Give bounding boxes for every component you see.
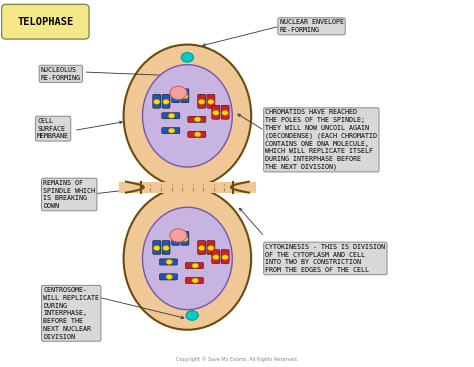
Circle shape [168, 128, 175, 133]
Ellipse shape [124, 187, 251, 330]
Ellipse shape [124, 44, 251, 187]
FancyBboxPatch shape [198, 240, 206, 254]
FancyBboxPatch shape [172, 89, 180, 103]
Circle shape [166, 275, 173, 279]
Circle shape [186, 311, 198, 320]
FancyBboxPatch shape [1, 4, 89, 39]
FancyBboxPatch shape [221, 105, 229, 119]
FancyBboxPatch shape [162, 240, 170, 254]
FancyBboxPatch shape [153, 240, 161, 254]
Circle shape [182, 236, 188, 241]
Circle shape [182, 94, 188, 99]
Circle shape [192, 263, 199, 268]
FancyBboxPatch shape [188, 116, 206, 123]
Text: CHROMATIDS HAVE REACHED
THE POLES OF THE SPINDLE;
THEY WILL NOW UNCOIL AGAIN
(DE: CHROMATIDS HAVE REACHED THE POLES OF THE… [265, 109, 377, 170]
FancyBboxPatch shape [119, 182, 256, 193]
Circle shape [199, 99, 205, 104]
FancyBboxPatch shape [212, 250, 220, 264]
Text: CENTROSOME-
WILL REPLICATE
DURING
INTERPHASE,
BEFORE THE
NEXT NUCLEAR
DIVISION: CENTROSOME- WILL REPLICATE DURING INTERP… [43, 287, 99, 339]
Circle shape [208, 99, 214, 104]
Circle shape [154, 246, 160, 251]
FancyBboxPatch shape [207, 240, 215, 254]
FancyBboxPatch shape [212, 105, 220, 119]
Text: NUCLEAR ENVELOPE
RE-FORMING: NUCLEAR ENVELOPE RE-FORMING [280, 19, 344, 33]
Text: CYTOKINESIS - THIS IS DIVISION
OF THE CYTOPLASM AND CELL
INTO TWO BY CONSTRICTIO: CYTOKINESIS - THIS IS DIVISION OF THE CY… [265, 244, 385, 273]
FancyBboxPatch shape [185, 262, 203, 269]
Circle shape [163, 99, 169, 104]
FancyBboxPatch shape [159, 274, 178, 280]
Circle shape [163, 246, 169, 251]
FancyBboxPatch shape [185, 277, 203, 284]
FancyBboxPatch shape [188, 131, 206, 137]
Text: NUCLEOLUS
RE-FORMING: NUCLEOLUS RE-FORMING [41, 67, 81, 81]
FancyBboxPatch shape [162, 113, 180, 119]
Text: REMAINS OF
SPINDLE WHICH
IS BREAKING
DOWN: REMAINS OF SPINDLE WHICH IS BREAKING DOW… [43, 180, 95, 209]
Text: Copyright © Save My Exams. All Rights Reserved.: Copyright © Save My Exams. All Rights Re… [176, 356, 298, 362]
Text: CELL
SURFACE
MEMBRANE: CELL SURFACE MEMBRANE [37, 118, 69, 139]
Circle shape [199, 246, 205, 251]
Ellipse shape [143, 65, 232, 167]
Circle shape [154, 99, 160, 104]
Circle shape [213, 110, 219, 115]
Circle shape [194, 132, 201, 137]
FancyBboxPatch shape [159, 259, 178, 265]
Circle shape [194, 117, 201, 122]
Circle shape [168, 113, 175, 118]
Circle shape [192, 278, 199, 283]
FancyBboxPatch shape [181, 89, 189, 103]
Circle shape [173, 94, 179, 99]
FancyBboxPatch shape [172, 231, 180, 246]
Ellipse shape [143, 207, 232, 310]
FancyBboxPatch shape [221, 250, 229, 264]
Circle shape [222, 255, 228, 260]
FancyBboxPatch shape [207, 94, 215, 108]
Circle shape [173, 236, 179, 241]
Circle shape [166, 259, 173, 265]
FancyBboxPatch shape [198, 94, 206, 108]
Circle shape [181, 52, 193, 62]
Text: TELOPHASE: TELOPHASE [18, 17, 74, 27]
Circle shape [170, 86, 187, 99]
Circle shape [170, 229, 187, 242]
Circle shape [222, 110, 228, 115]
Circle shape [213, 255, 219, 260]
FancyBboxPatch shape [153, 94, 161, 108]
Circle shape [208, 246, 214, 251]
FancyBboxPatch shape [162, 127, 180, 134]
FancyBboxPatch shape [181, 231, 189, 246]
FancyBboxPatch shape [162, 94, 170, 108]
